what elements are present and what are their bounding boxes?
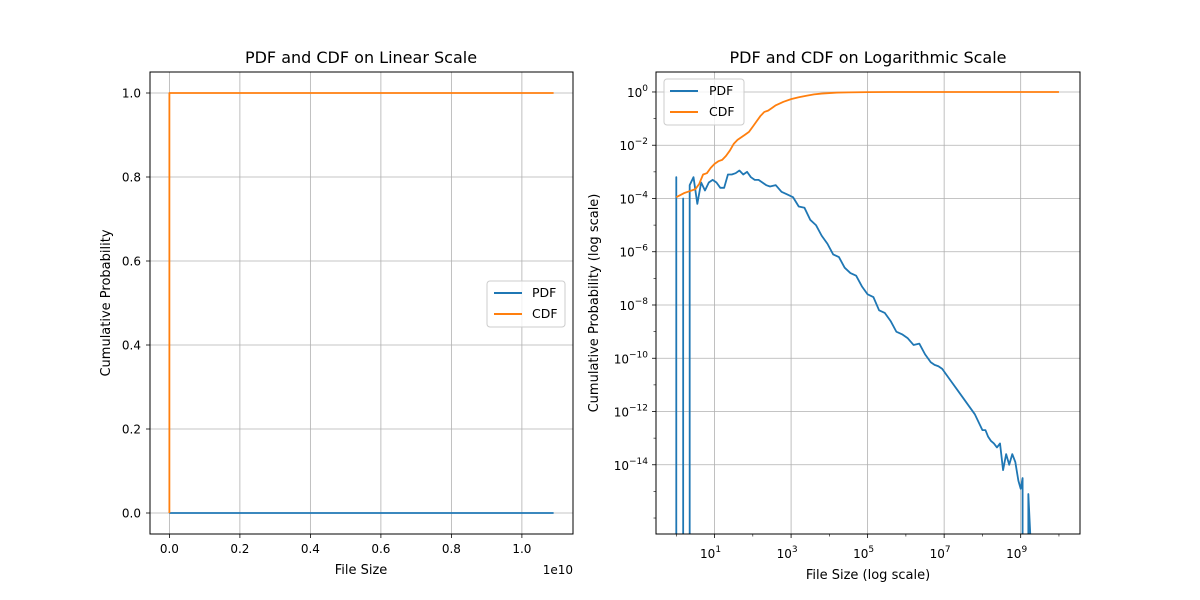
left-series-cdf-line [168, 92, 554, 513]
right-y-tick-label: 10−12 [614, 404, 648, 420]
right-x-tick-label: 107 [930, 545, 951, 561]
right-y-tick-label: 10−6 [619, 244, 648, 260]
right-chart-panel: PDF and CDF on Logarithmic Scale 101 103 1… [587, 48, 1081, 583]
left-chart-xlabel: File Size [335, 563, 388, 578]
left-chart-x-offset-label: 1e10 [543, 563, 573, 577]
right-chart-ylabel: Cumulative Probability (log scale) [587, 194, 602, 413]
right-y-tick-label: 10−4 [619, 190, 648, 206]
left-legend-pdf-label: PDF [532, 285, 556, 300]
right-y-tick-label: 10−14 [614, 457, 649, 473]
left-x-tick-label: 0.0 [160, 542, 179, 556]
right-x-tick-label: 109 [1006, 545, 1027, 561]
right-chart-lines [675, 91, 1059, 534]
left-chart-frame [149, 71, 574, 535]
right-chart-xlabel: File Size (log scale) [806, 568, 930, 583]
left-y-tick-label: 0.4 [122, 339, 141, 353]
right-y-tick-label: 10−8 [619, 297, 648, 313]
right-chart-ticks: 101 103 105 107 109 100 10−2 10−4 10−6 10−8 10−10 1… [614, 84, 1060, 561]
left-y-tick-label: 0.8 [122, 171, 141, 185]
right-x-tick-label: 103 [777, 545, 798, 561]
right-x-tick-label: 105 [853, 545, 874, 561]
left-y-tick-label: 1.0 [122, 87, 141, 101]
left-x-tick-label: 0.6 [371, 542, 390, 556]
left-y-tick-label: 0.6 [122, 255, 141, 269]
left-chart-title: PDF and CDF on Linear Scale [245, 48, 477, 67]
right-y-tick-label: 100 [627, 84, 648, 100]
right-x-tick-label: 101 [700, 545, 721, 561]
left-x-tick-label: 1.0 [512, 542, 531, 556]
left-legend-cdf-label: CDF [532, 306, 558, 321]
left-chart-panel: PDF and CDF on Linear Scale 0.0 0.2 0.4 0.6… [99, 48, 574, 578]
right-series-cdf-line [675, 91, 1059, 198]
left-chart-ylabel: Cumulative Probability [99, 229, 114, 376]
left-chart-legend: PDF CDF [486, 280, 566, 328]
right-legend-cdf-label: CDF [709, 104, 735, 119]
right-series-pdf-line [675, 169, 1032, 534]
left-y-tick-label: 0.0 [122, 507, 141, 521]
right-y-tick-label: 10−2 [619, 137, 648, 153]
right-legend-pdf-label: PDF [709, 83, 733, 98]
left-x-tick-label: 0.2 [230, 542, 249, 556]
left-x-tick-label: 0.8 [442, 542, 461, 556]
left-chart-ticks: 0.0 0.2 0.4 0.6 0.8 1.0 0.0 0.2 0.4 0.6 0.8 1.0 [122, 87, 532, 557]
left-chart-lines [168, 92, 554, 514]
right-y-tick-label: 10−10 [614, 350, 649, 366]
left-y-tick-label: 0.2 [122, 423, 141, 437]
right-chart-legend: PDF CDF [663, 78, 745, 126]
right-chart-title: PDF and CDF on Logarithmic Scale [729, 48, 1006, 67]
left-x-tick-label: 0.4 [301, 542, 320, 556]
